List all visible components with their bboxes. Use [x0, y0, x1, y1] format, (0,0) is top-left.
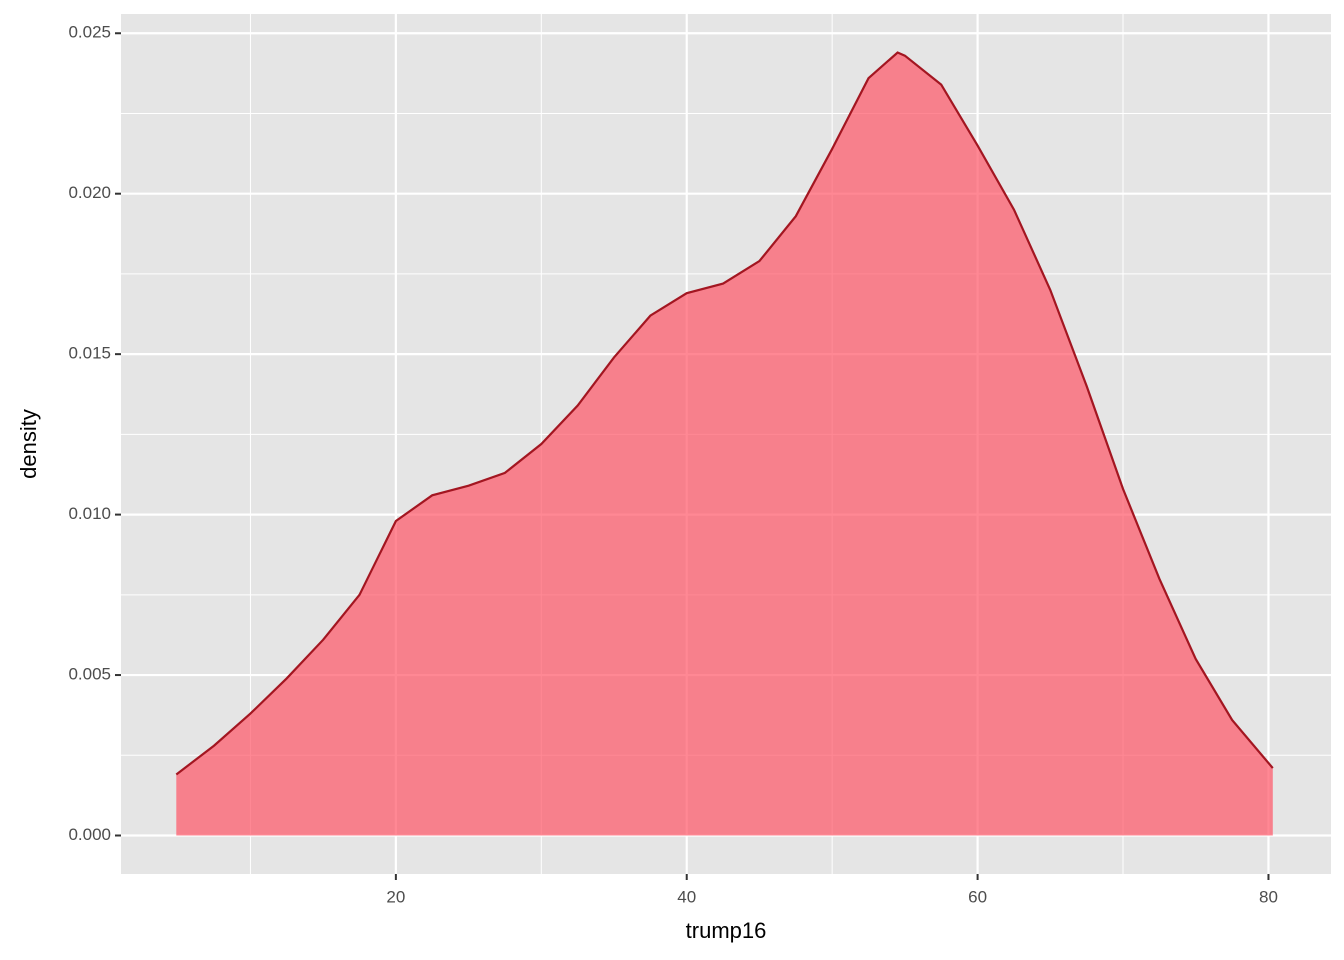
- y-tick-label: 0.000: [68, 825, 111, 844]
- y-tick-label: 0.020: [68, 183, 111, 202]
- y-tick-label: 0.005: [68, 665, 111, 684]
- density-line: [175, 51, 1274, 776]
- y-tick-label: 0.025: [68, 23, 111, 42]
- x-tick-label: 20: [386, 887, 405, 906]
- y-tick-label: 0.015: [68, 344, 111, 363]
- x-axis-title: trump16: [686, 918, 767, 943]
- density-area: [176, 52, 1273, 836]
- x-tick-label: 60: [968, 887, 987, 906]
- y-tick-label: 0.010: [68, 504, 111, 523]
- x-tick-label: 40: [677, 887, 696, 906]
- x-tick-label: 80: [1259, 887, 1278, 906]
- y-axis-title: density: [16, 409, 41, 479]
